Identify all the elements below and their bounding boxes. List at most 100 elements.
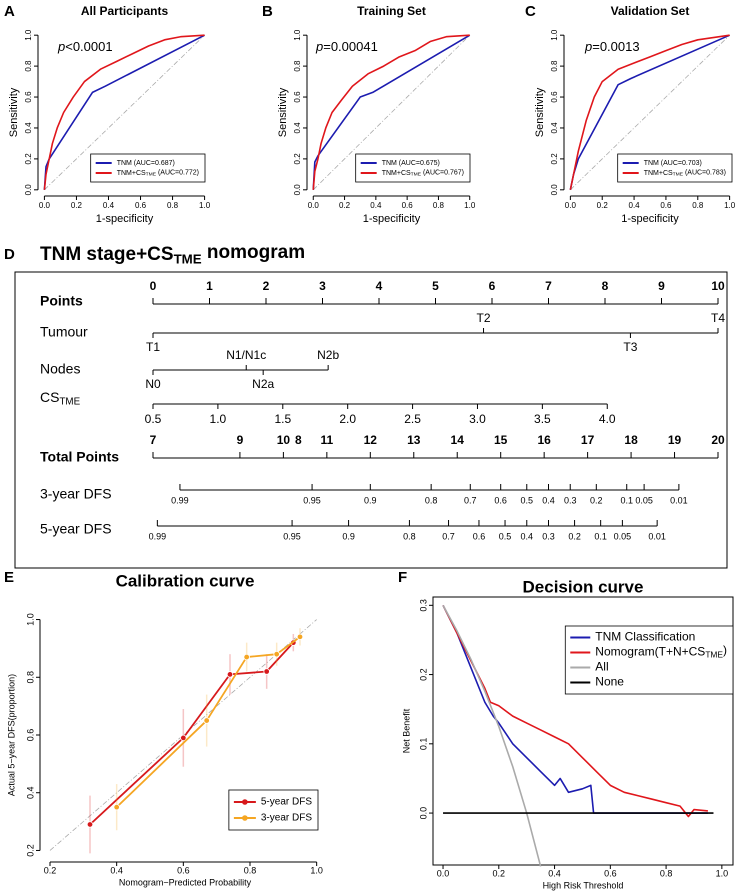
y-tick-label: 0.0 [418, 807, 428, 820]
chart-title: All Participants [81, 4, 169, 18]
survival-tick-label: 0.9 [364, 495, 377, 505]
y-tick-label: 0.2 [25, 844, 35, 857]
points-tick-label: 1 [206, 279, 213, 293]
survival-tick-label: 0.5 [521, 495, 534, 505]
cs-tick-label: 2.5 [404, 412, 421, 426]
y-axis-label: Sensitivity [277, 87, 289, 137]
row-label: Total Points [40, 449, 119, 465]
text-part: TNM+CS [117, 170, 146, 177]
x-tick-label: 1.0 [464, 201, 476, 210]
legend-box [90, 153, 206, 183]
row-label: Nodes [40, 361, 80, 377]
text-part: TME [146, 172, 157, 178]
y-tick-label: 0.6 [550, 91, 559, 103]
survival-tick-label: 0.1 [594, 531, 607, 541]
reference-line [570, 34, 730, 191]
data-point [296, 633, 304, 641]
survival-tick-label: 0.7 [464, 495, 477, 505]
y-tick-label: 0.4 [24, 122, 33, 134]
survival-tick-label: 0.2 [590, 495, 603, 505]
x-tick-label: 1.0 [310, 865, 323, 875]
text-part: TME [411, 172, 422, 178]
text-part: =0.00041 [323, 39, 378, 54]
points-tick-label: 3 [319, 279, 326, 293]
survival-tick-label: 0.7 [442, 531, 455, 541]
level-label: N2b [317, 348, 339, 362]
text-part: p [584, 39, 592, 54]
total-tick-label: 7 [150, 433, 157, 447]
y-tick-label: 0.0 [550, 184, 559, 196]
text-part: p [57, 39, 65, 54]
total-tick-label: 15 [494, 433, 508, 447]
panel-label: E [4, 569, 14, 586]
points-tick-label: 7 [545, 279, 552, 293]
x-tick-label: 0.2 [339, 201, 351, 210]
cs-tick-label: 1.0 [210, 412, 227, 426]
row-label: 3-year DFS [40, 486, 112, 502]
y-tick-label: 0.6 [24, 91, 33, 103]
total-tick-label: 16 [537, 433, 551, 447]
cs-tick-label: 1.5 [274, 412, 291, 426]
series-line [442, 604, 708, 818]
data-point [243, 653, 250, 661]
points-tick-label: 0 [150, 279, 157, 293]
legend-label: Nomogram(T+N+CSTME) [595, 643, 727, 659]
level-label: N1/N1c [226, 348, 266, 362]
y-tick-label: 1.0 [25, 613, 35, 626]
annotation: p<0.0001 [57, 39, 113, 54]
text-part: TME [705, 650, 723, 660]
text-part: (AUC=0.767) [421, 169, 464, 176]
y-tick-label: 0.0 [24, 184, 33, 196]
series-line [312, 34, 471, 190]
y-tick-label: 1.0 [293, 29, 302, 41]
total-tick-label: 11 [321, 433, 334, 447]
survival-tick-label: 0.6 [494, 495, 507, 505]
x-tick-label: 0.2 [493, 868, 506, 878]
series-line [569, 34, 730, 190]
x-tick-label: 0.8 [244, 865, 257, 875]
survival-tick-label: 0.3 [564, 495, 577, 505]
points-tick-label: 8 [602, 279, 609, 293]
text-part: TNM+CS [382, 170, 411, 177]
data-point [226, 671, 234, 678]
survival-tick-label: 0.1 [620, 495, 633, 505]
data-point [86, 821, 94, 828]
level-label: T4 [711, 311, 725, 325]
legend-label: TNM (AUC=0.703) [644, 160, 702, 167]
text-part: TNM stage+CS [40, 244, 174, 265]
text-part: Nomogram(T+N+CS [595, 645, 705, 659]
panel-label: B [262, 3, 273, 20]
text-part: ) [723, 643, 727, 657]
total-tick-label: 9 [237, 433, 244, 447]
y-tick-label: 0.8 [550, 60, 559, 72]
legend-label: TNM+CSTME (AUC=0.767) [382, 169, 464, 178]
chart-title: Training Set [357, 4, 426, 18]
x-tick-label: 1.0 [724, 201, 736, 210]
y-tick-label: 1.0 [550, 29, 559, 41]
chart-title: Validation Set [611, 4, 690, 18]
nomogram-title: TNM stage+CSTME nomogram [40, 242, 305, 266]
legend-label: TNM+CSTME (AUC=0.772) [117, 169, 199, 178]
x-tick-label: 0.4 [110, 865, 123, 875]
text-part: (AUC=0.772) [156, 169, 199, 176]
legend-label: TNM+CSTME (AUC=0.783) [644, 169, 726, 178]
cs-tick-label: 3.5 [534, 412, 551, 426]
x-tick-label: 0.0 [437, 868, 450, 878]
x-tick-label: 0.6 [177, 865, 190, 875]
y-tick-label: 0.6 [293, 91, 302, 103]
x-tick-label: 0.6 [604, 868, 617, 878]
chart-title: Decision curve [523, 577, 644, 596]
legend-label: TNM Classification [595, 630, 695, 644]
text-part: CS [40, 389, 59, 405]
x-tick-label: 0.4 [629, 201, 641, 210]
level-label: T3 [623, 340, 637, 354]
legend-marker [242, 815, 248, 821]
x-axis-label: Nomogram−Predicted Probability [119, 877, 252, 887]
y-tick-label: 0.6 [25, 729, 35, 742]
y-tick-label: 0.4 [293, 122, 302, 134]
text-part: TME [673, 172, 684, 178]
level-label: T2 [477, 311, 491, 325]
text-part: TME [174, 251, 202, 266]
y-tick-label: 0.3 [418, 599, 428, 612]
survival-tick-label: 0.5 [499, 531, 512, 541]
